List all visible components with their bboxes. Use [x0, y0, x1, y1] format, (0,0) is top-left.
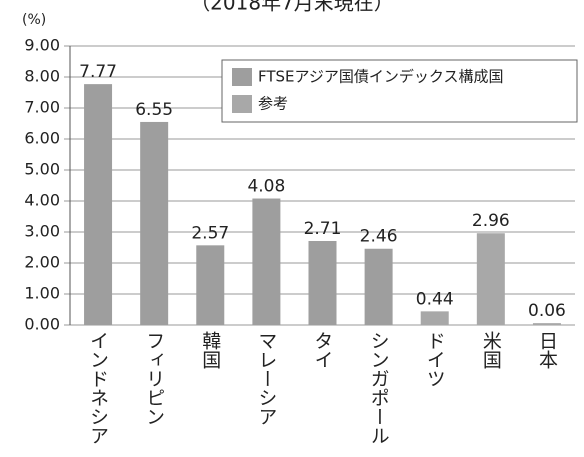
bar — [364, 248, 393, 325]
y-tick-label: 7.00 — [24, 98, 60, 117]
bar — [532, 323, 561, 325]
chart-title: （2018年7月末現在） — [190, 0, 394, 15]
legend-label: 参考 — [258, 95, 288, 113]
data-label: 0.06 — [528, 301, 566, 321]
x-tick-label: タイ — [312, 331, 334, 369]
bar — [308, 240, 337, 325]
y-tick-label: 1.00 — [24, 284, 60, 303]
x-tick-label: 日本 — [536, 331, 558, 369]
data-label: 2.57 — [191, 223, 229, 243]
x-tick-label: マレーシア — [255, 331, 277, 426]
legend-swatch — [232, 68, 252, 86]
data-label: 2.71 — [304, 219, 342, 239]
y-tick-label: 4.00 — [24, 191, 60, 210]
x-tick-label: インドネシア — [87, 331, 109, 445]
data-label: 0.44 — [416, 289, 454, 309]
x-tick-label: 韓国 — [199, 331, 221, 369]
bar — [476, 233, 505, 325]
y-tick-label: 6.00 — [24, 129, 60, 148]
y-axis-label: (%) — [22, 12, 46, 28]
data-label: 2.96 — [472, 211, 510, 231]
bar — [420, 311, 449, 325]
y-tick-label: 8.00 — [24, 67, 60, 86]
x-tick-label: ドイツ — [424, 331, 446, 388]
y-tick-label: 2.00 — [24, 253, 60, 272]
data-label: 2.46 — [360, 227, 398, 247]
x-tick-label: フィリピン — [143, 331, 165, 426]
x-tick-label: シンガポール — [368, 331, 390, 445]
data-label: 4.08 — [247, 177, 285, 197]
legend-swatch — [232, 95, 252, 113]
y-tick-label: 9.00 — [24, 36, 60, 55]
bar — [252, 198, 281, 325]
bar — [84, 84, 113, 325]
legend-label: FTSEアジア国債インデックス構成国 — [258, 68, 503, 86]
data-label: 6.55 — [135, 100, 173, 120]
x-tick-label: 米国 — [480, 331, 502, 369]
y-tick-label: 0.00 — [24, 315, 60, 334]
y-tick-label: 5.00 — [24, 160, 60, 179]
y-tick-label: 3.00 — [24, 222, 60, 241]
data-label: 7.77 — [79, 62, 117, 82]
bar — [196, 245, 225, 325]
bar — [140, 121, 169, 325]
legend-box — [221, 59, 578, 123]
